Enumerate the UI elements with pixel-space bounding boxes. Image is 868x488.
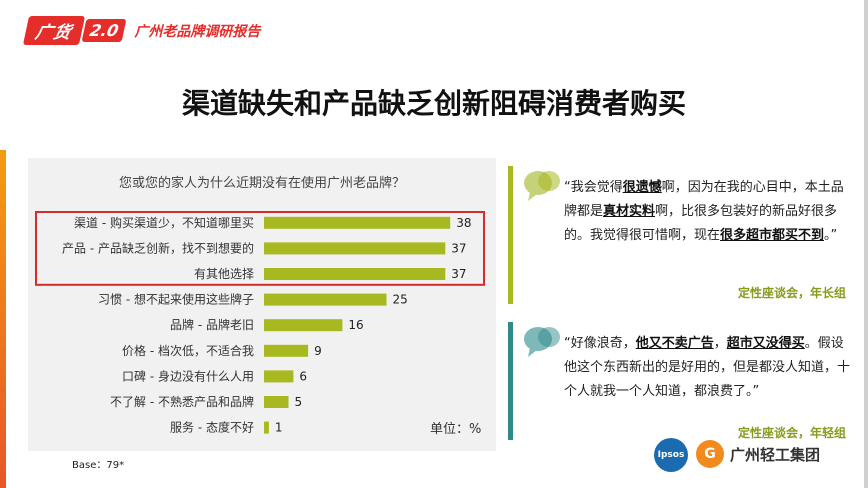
quote-emphasis: 超市又没得买 [726,336,805,351]
quote-text: “好像浪奇，他又不卖广告，超市又没得买。假设他这个东西新出的是好用的，但是都没人… [564,332,854,404]
quote-accent-bar [508,322,513,440]
category-label: 不了解 - 不熟悉产品和品牌 [110,394,254,409]
data-label: 9 [314,344,322,358]
category-label: 价格 - 档次低，不适合我 [122,343,254,358]
bar-chart: 渠道 - 购买渠道少，不知道哪里买 38 产品 - 产品缺乏创新，找不到想要的 37 有… [35,211,485,435]
quote-card-elder: “我会觉得很遗憾啊，因为在我的心目中，本土品牌都是真材实料啊，比很多包装好的新品… [508,166,852,304]
quote-segment: 。” [824,228,838,243]
bar [264,319,343,332]
left-edge-accent [0,150,6,488]
quote-emphasis: 真材实料 [603,204,656,219]
category-label: 习惯 - 想不起来使用这些牌子 [98,292,254,307]
bar [264,344,309,357]
speech-bubble-icon [524,327,560,357]
quote-segment: “我会觉得 [564,180,623,195]
bar [264,396,289,408]
bar [264,421,269,434]
category-label: 产品 - 产品缺乏创新，找不到想要的 [62,240,254,255]
bar [264,242,446,255]
base-note: Base：79* [72,460,125,471]
data-label: 5 [295,395,303,409]
brand-logo: 广货 [22,16,86,45]
company-name: 广州轻工集团 [730,446,821,464]
chart-title: 您或您的家人为什么近期没有在使用广州老品牌？ [118,176,405,191]
quote-emphasis: 他又不卖广告 [635,336,714,351]
brand-subtitle: 广州老品牌调研报告 [134,23,261,40]
highlight-box [35,211,485,286]
quote-source: 定性座谈会，年长组 [737,286,846,300]
unit-label: 单位：% [430,422,482,437]
company-logo-mark: G [696,440,724,468]
category-label: 渠道 - 购买渠道少，不知道哪里买 [74,215,254,230]
category-label: 有其他选择 [194,267,254,281]
brand-header: 广货 2.0 广州老品牌调研报告 [22,16,261,45]
quote-segment: ， [713,336,727,351]
slide-title: 渠道缺失和产品缺乏创新阻碍消费者购买 [181,87,686,120]
category-label: 品牌 - 品牌老旧 [170,318,254,332]
data-label: 37 [451,267,466,281]
chart-panel: 您或您的家人为什么近期没有在使用广州老品牌？ 渠道 - 购买渠道少，不知道哪里买… [28,158,496,451]
data-label: 38 [456,216,471,230]
quote-text: “我会觉得很遗憾啊，因为在我的心目中，本土品牌都是真材实料啊，比很多包装好的新品… [564,176,854,248]
bar [264,268,446,280]
bar [264,293,387,306]
bar [264,216,451,229]
brand-version: 2.0 [81,19,127,42]
quote-segment: 啊，因为在我的心目中，本土品牌都是 [564,180,844,219]
quote-source: 定性座谈会，年轻组 [737,426,846,440]
data-label: 16 [348,318,363,332]
data-label: 25 [393,293,408,307]
data-label: 37 [451,241,466,255]
quote-emphasis: 很多超市都买不到 [720,228,825,243]
quote-segment: 啊，比很多包装好的新品好很多的。我觉得很可惜啊，现在 [564,204,838,243]
quote-segment: 。假设他这个东西新出的是好用的，但是都没人知道，十个人就我一个人知道，都浪费了。… [564,336,851,399]
speech-bubble-icon [524,171,560,201]
right-edge-accent [864,0,868,488]
category-label: 服务 - 态度不好 [170,420,254,435]
quote-accent-bar [508,166,513,304]
quote-segment: “好像浪奇， [564,336,636,351]
data-label: 6 [299,369,307,383]
bar [264,370,294,383]
ipsos-logo: Ipsos [654,438,688,472]
category-label: 口碑 - 身边没有什么人用 [122,368,254,383]
quote-card-young: “好像浪奇，他又不卖广告，超市又没得买。假设他这个东西新出的是好用的，但是都没人… [508,322,852,440]
quote-emphasis: 很遗憾 [622,180,662,195]
data-label: 1 [275,421,283,435]
